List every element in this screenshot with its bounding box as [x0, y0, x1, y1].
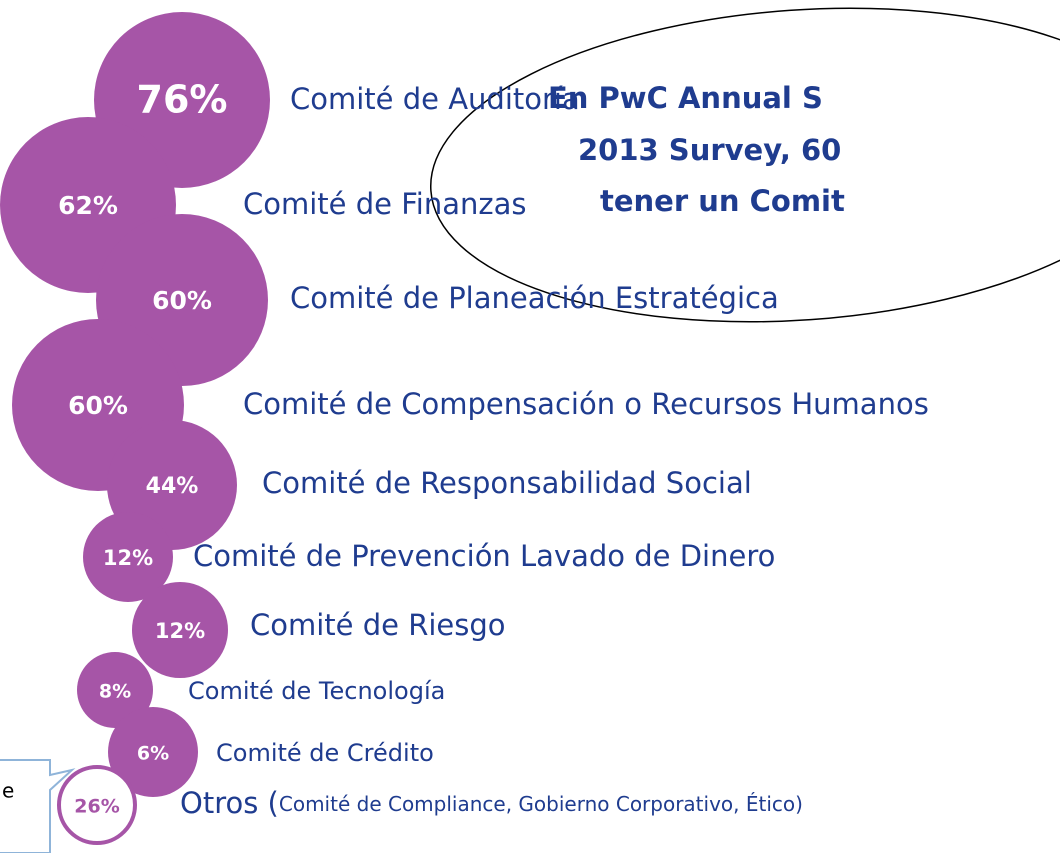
bubble-label: 12% — [155, 619, 205, 643]
category-label: Otros (Comité de Compliance, Gobierno Co… — [180, 786, 803, 820]
category-label: Comité de Planeación Estratégica — [290, 281, 779, 315]
bubble — [77, 652, 153, 728]
note-line: tener un Comit — [600, 184, 845, 218]
bubble-label: 44% — [146, 474, 199, 499]
category-name: Comité de Responsabilidad Social — [262, 466, 752, 500]
bubble-label: 60% — [68, 391, 128, 420]
bubble — [83, 512, 173, 602]
category-name: Comité de Planeación Estratégica — [290, 281, 779, 315]
category-label: Comité de Finanzas — [243, 187, 526, 221]
category-detail: Comité de Compliance, Gobierno Corporati… — [279, 792, 803, 816]
category-name: Comité de Prevención Lavado de Dinero — [193, 539, 775, 573]
category-label: Comité de Responsabilidad Social — [262, 466, 752, 500]
note-line: 2013 Survey, 60 — [578, 133, 841, 167]
category-name: Comité de Riesgo — [250, 608, 506, 642]
callout-ellipse — [429, 7, 1060, 323]
side-note: e — [2, 779, 14, 803]
category-name: Comité de Compensación o Recursos Humano… — [243, 387, 929, 421]
category-name: Comité de Tecnología — [188, 677, 445, 705]
bubble-label: 26% — [74, 796, 119, 818]
bubble-label: 6% — [137, 743, 169, 765]
category-label: Comité de Prevención Lavado de Dinero — [193, 539, 775, 573]
bubble — [132, 582, 228, 678]
category-label: Comité de Tecnología — [188, 677, 445, 705]
category-name: Otros ( — [180, 786, 279, 820]
side-callout — [0, 759, 76, 853]
category-name: Comité de Crédito — [216, 739, 434, 767]
category-name: Comité de Auditoría — [290, 82, 580, 116]
category-label: Comité de Riesgo — [250, 608, 506, 642]
bubble-label: 12% — [103, 546, 153, 570]
bubble-label: 8% — [99, 681, 131, 703]
category-label: Comité de Crédito — [216, 739, 434, 767]
bubble — [57, 765, 137, 845]
category-label: Comité de Auditoría — [290, 82, 580, 116]
bubble-label: 60% — [152, 286, 212, 315]
bubble-label: 76% — [137, 78, 228, 122]
bubble — [108, 707, 198, 797]
category-label: Comité de Compensación o Recursos Humano… — [243, 387, 929, 421]
category-name: Comité de Finanzas — [243, 187, 526, 221]
bubble-label: 62% — [58, 191, 118, 220]
note-line: En PwC Annual S — [548, 81, 823, 115]
